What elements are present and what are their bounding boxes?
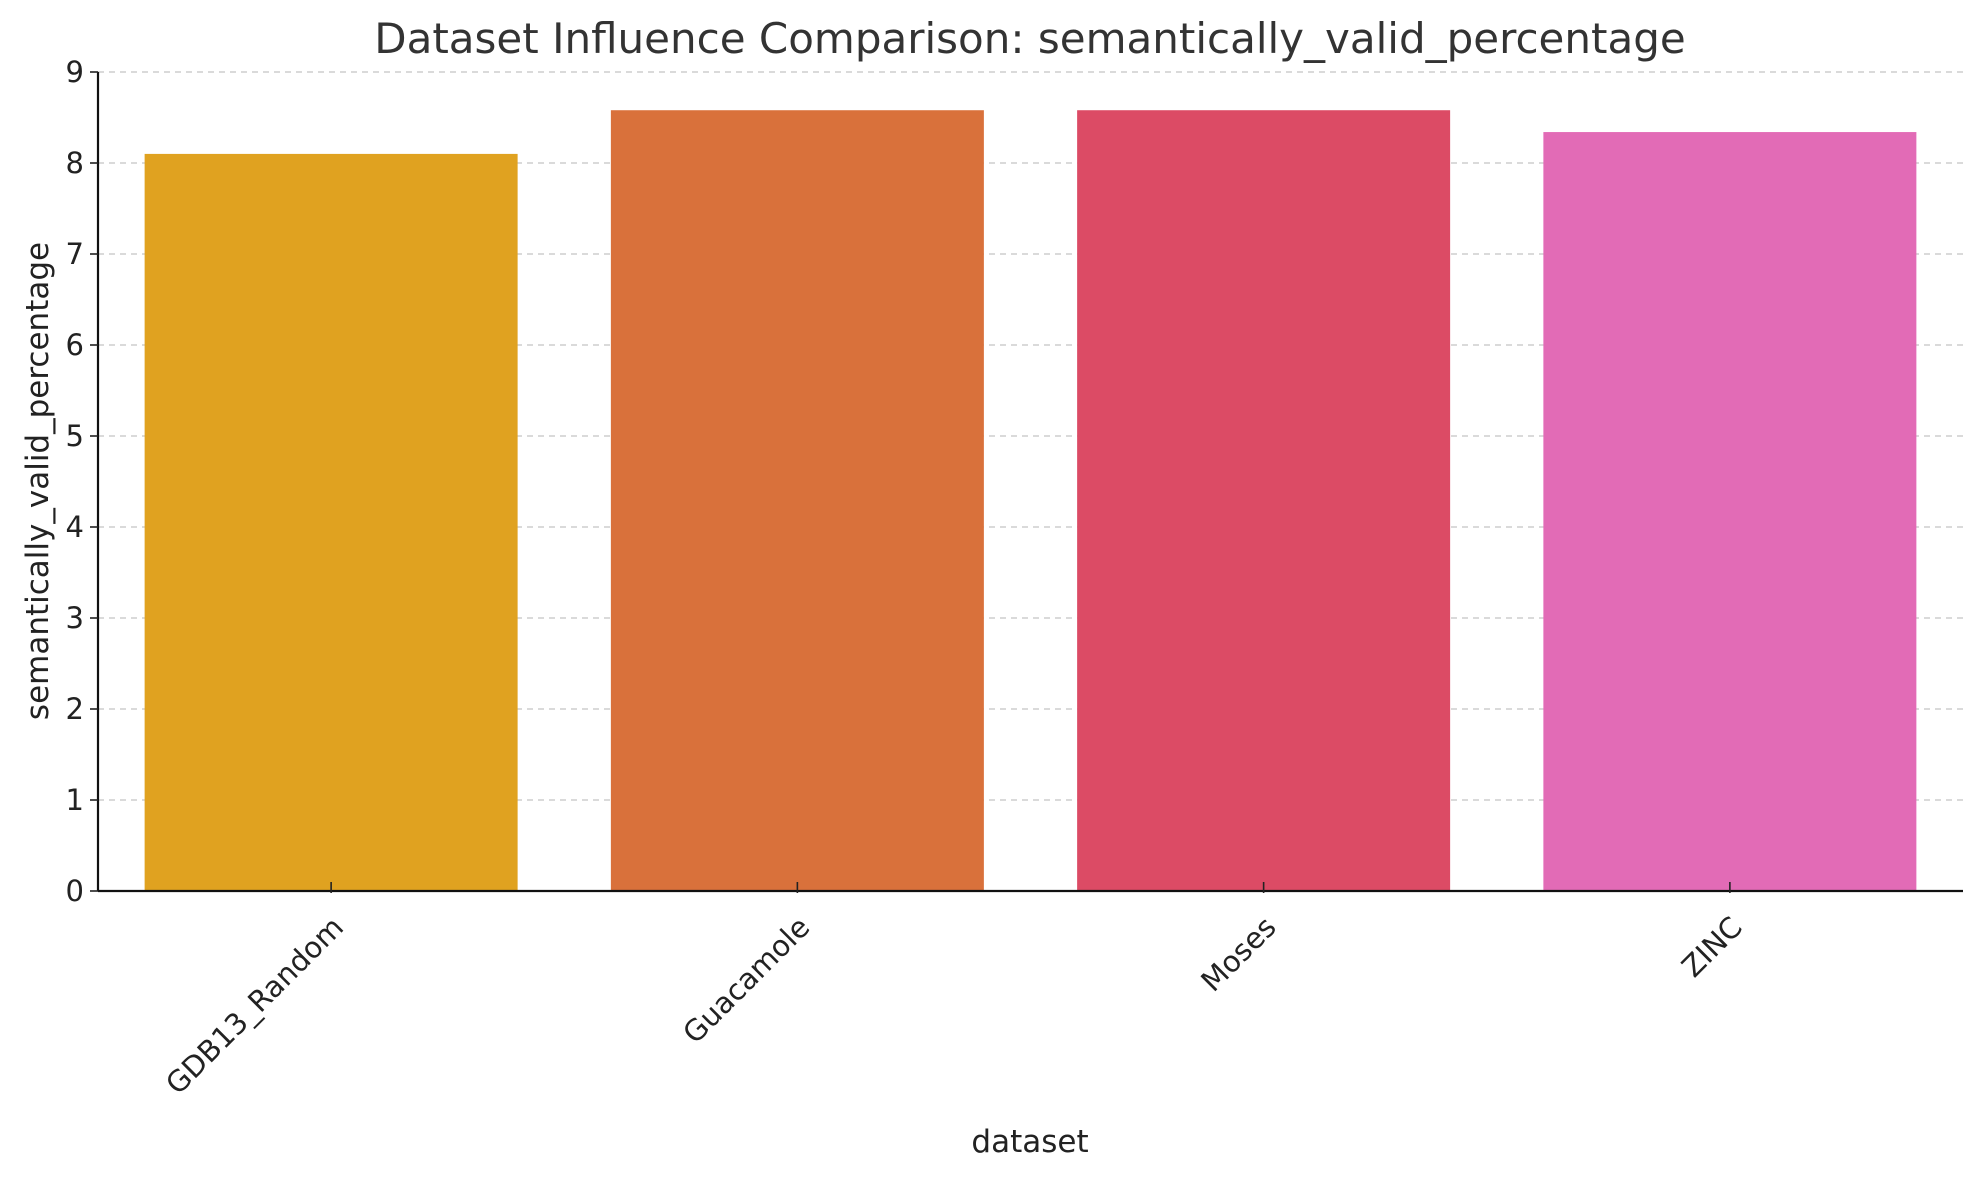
bars <box>144 110 1917 892</box>
y-tick-label: 1 <box>66 783 84 817</box>
bar-guacamole <box>610 110 984 892</box>
axes <box>96 72 1963 893</box>
y-tick-label: 3 <box>66 601 84 635</box>
y-tick-label: 8 <box>66 146 84 180</box>
x-tick-label: GDB13_Random <box>159 910 350 1101</box>
y-tick-label: 5 <box>66 419 84 453</box>
bar-zinc <box>1543 132 1917 891</box>
y-axis-label: semantically_valid_percentage <box>20 242 56 720</box>
bar-moses <box>1077 110 1451 892</box>
y-tick-label: 6 <box>66 328 84 362</box>
x-tick-label: Moses <box>1194 910 1282 998</box>
x-ticks: GDB13_Random Guacamole Moses ZINC <box>159 882 1749 1101</box>
y-tick-label: 9 <box>66 55 84 89</box>
y-tick-label: 4 <box>66 510 84 544</box>
x-tick-label: ZINC <box>1675 910 1749 984</box>
y-ticks: 0 1 2 3 4 5 6 7 8 9 <box>66 55 98 908</box>
x-axis-label: dataset <box>971 1124 1088 1160</box>
y-tick-label: 7 <box>66 237 84 271</box>
bar-gdb13-random <box>144 153 518 891</box>
y-tick-label: 0 <box>66 874 84 908</box>
x-tick-label: Guacamole <box>676 910 816 1050</box>
y-tick-label: 2 <box>66 692 84 726</box>
chart-title: Dataset Influence Comparison: semantical… <box>374 14 1685 63</box>
